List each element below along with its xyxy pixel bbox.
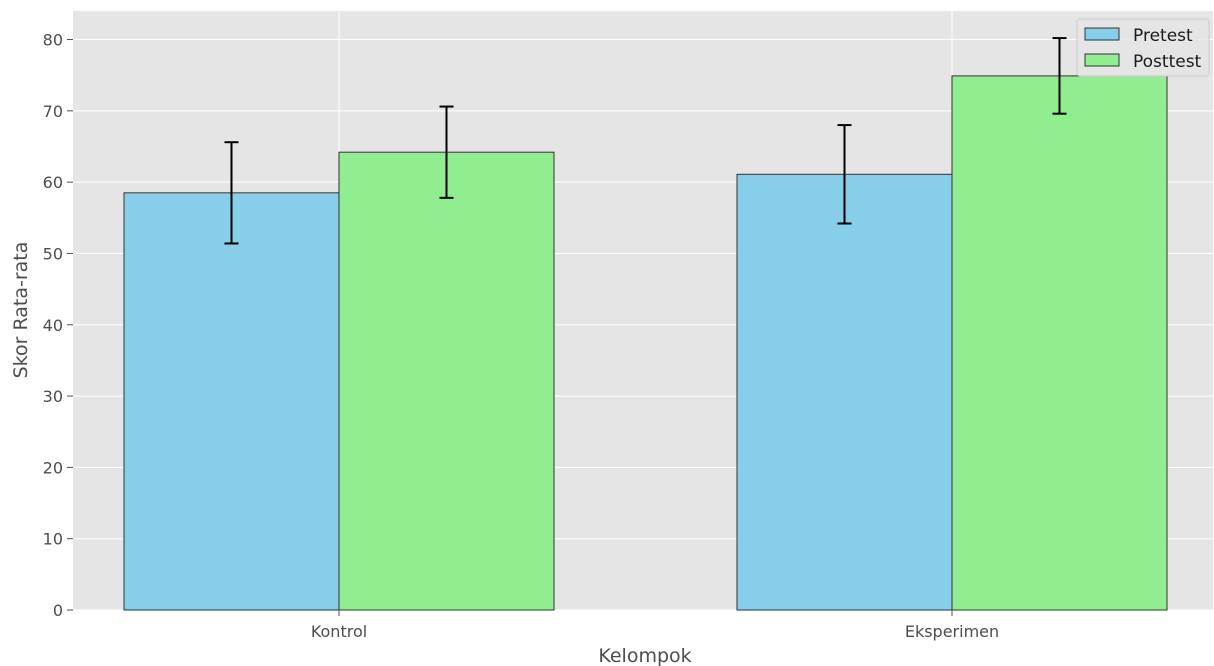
y-tick-label: 80 <box>43 31 63 50</box>
bar-posttest-kontrol <box>338 151 555 611</box>
bars <box>123 75 1168 611</box>
bar-pretest-eksperimen <box>736 173 953 611</box>
bar-posttest-eksperimen <box>951 75 1168 611</box>
legend-label-pretest: Pretest <box>1133 26 1193 46</box>
legend-swatch-posttest <box>1084 53 1120 67</box>
legend-label-posttest: Posttest <box>1133 52 1202 72</box>
y-tick-label: 30 <box>43 387 63 406</box>
y-axis-title: Skor Rata-rata <box>10 242 32 379</box>
error-bars <box>224 37 1067 245</box>
x-tick-label: Kontrol <box>311 622 367 641</box>
y-tick-label: 50 <box>43 244 63 263</box>
legend-swatch-pretest <box>1084 27 1120 41</box>
bar-pretest-kontrol <box>123 192 340 611</box>
x-tick-label: Eksperimen <box>905 622 999 641</box>
y-tick-label: 70 <box>43 102 63 121</box>
x-axis-title: Kelompok <box>598 645 691 666</box>
legend: Pretest Posttest <box>1076 18 1210 77</box>
y-tick-label: 60 <box>43 173 63 192</box>
y-tick-label: 0 <box>53 601 63 620</box>
y-tick-label: 10 <box>43 530 63 549</box>
axes: 0 10 20 30 40 50 60 70 80 Kontrol Eksperimen <box>43 31 1000 641</box>
y-tick-label: 40 <box>43 316 63 335</box>
y-tick-label: 20 <box>43 458 63 477</box>
